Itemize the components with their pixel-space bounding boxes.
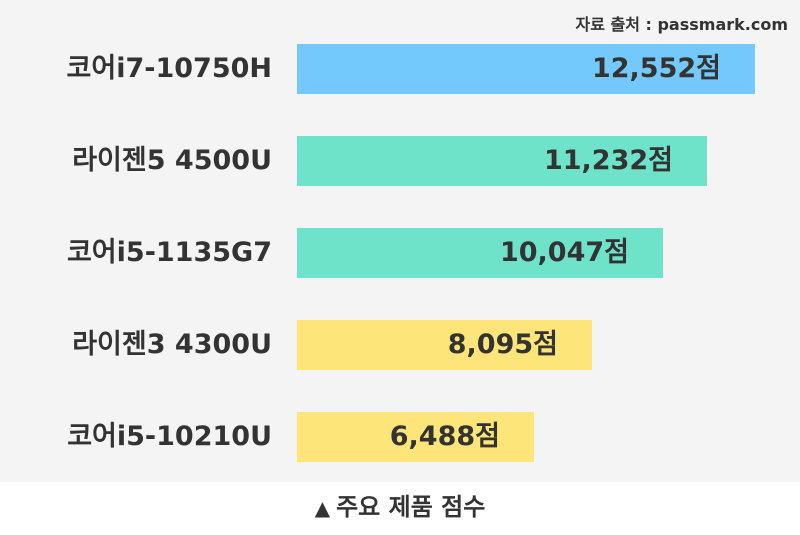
- category-label: 코어i5-1135G7: [66, 237, 272, 268]
- bar: 6,488점: [297, 412, 534, 462]
- bar-value-label: 11,232점: [543, 145, 673, 176]
- category-label: 코어i7-10750H: [66, 53, 272, 84]
- bar: 11,232점: [297, 136, 707, 186]
- bar-value-label: 12,552점: [591, 53, 721, 84]
- bar: 10,047점: [297, 228, 663, 278]
- up-triangle-icon: ▲: [314, 496, 331, 520]
- caption-text: 주요 제품 점수: [336, 493, 486, 521]
- bar-value-label: 8,095점: [447, 329, 558, 360]
- bar-value-label: 6,488점: [389, 421, 500, 452]
- category-label: 코어i5-10210U: [67, 421, 272, 452]
- category-label: 라이젠5 4500U: [72, 145, 272, 176]
- category-label: 라이젠3 4300U: [72, 329, 272, 360]
- bar: 12,552점: [297, 44, 755, 94]
- bar: 8,095점: [297, 320, 592, 370]
- chart-caption: ▲ 주요 제품 점수: [0, 482, 800, 535]
- bar-value-label: 10,047점: [499, 237, 629, 268]
- source-note: 자료 출처 : passmark.com: [575, 15, 788, 34]
